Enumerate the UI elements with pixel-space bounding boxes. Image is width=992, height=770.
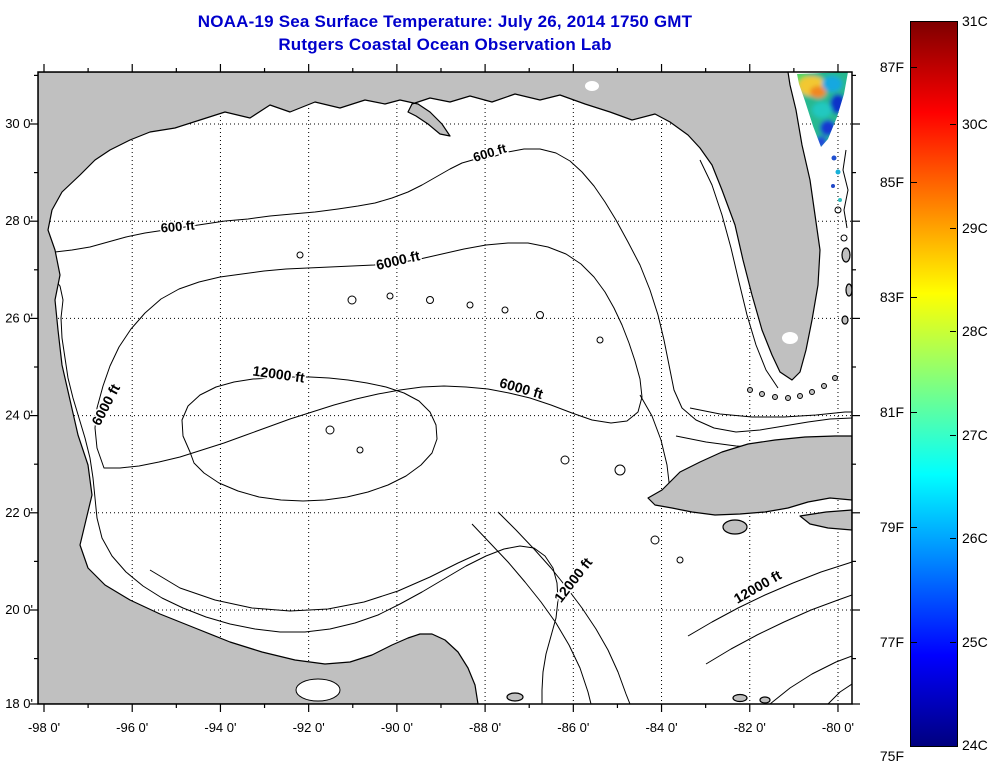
land-isle-of-youth (722, 519, 748, 535)
contour-12000ft-channel-b (471, 523, 592, 704)
land-cuba-southeast (799, 509, 852, 531)
x-tick-label: -94 0' (204, 720, 236, 735)
contour-campeche-inner (149, 552, 481, 612)
colorbar-celsius-label: 26C (962, 530, 988, 547)
colorbar-tick (911, 296, 917, 298)
contour-12000ft-south-cuba-a (687, 561, 852, 637)
colorbar-tick (911, 641, 917, 643)
contour-bottom-right-b (827, 683, 852, 704)
y-tick-label: 22 0' (5, 505, 33, 520)
colorbar-fahrenheit-label: 83F (879, 288, 904, 305)
contour-florida-shelf-inner (699, 159, 779, 389)
colorbar-tick (950, 641, 956, 643)
contour-600ft-north (38, 148, 852, 433)
contour-north-cuba (689, 407, 852, 418)
x-tick-label: -90 0' (381, 720, 413, 735)
colorbar-fahrenheit-label: 87F (879, 58, 904, 75)
y-tick-label: 26 0' (5, 310, 33, 325)
x-tick-label: -80 0' (822, 720, 854, 735)
colorbar-celsius-label: 28C (962, 323, 988, 340)
colorbar-tick (950, 331, 956, 333)
contour-bottom-right-a (769, 655, 852, 704)
colorbar-fahrenheit-label: 75F (879, 748, 904, 765)
contour-12000ft-loop (181, 376, 438, 502)
colorbar-celsius-label: 25C (962, 633, 988, 650)
colorbar-celsius-label: 24C (962, 737, 988, 753)
x-tick-label: -84 0' (645, 720, 677, 735)
lake-okeechobee (782, 332, 798, 344)
colorbar-celsius-label: 31C (962, 13, 988, 29)
colorbar-celsius-label: 27C (962, 426, 988, 443)
x-tick-label: -92 0' (293, 720, 325, 735)
florida-keys (747, 375, 838, 401)
colorbar-tick (950, 434, 956, 436)
x-tick-label: -98 0' (28, 720, 60, 735)
plot-border (37, 71, 853, 705)
y-tick-label: 30 0' (5, 116, 33, 131)
colorbar-celsius-label: 30C (962, 116, 988, 133)
colorbar-tick (911, 66, 917, 68)
contour-6000ft-loop (94, 242, 643, 469)
y-tick-label: 20 0' (5, 602, 33, 617)
contour-depth-label: 600 ft (160, 218, 196, 236)
y-tick-label: 24 0' (5, 408, 33, 423)
colorbar-tick (911, 526, 917, 528)
colorbar-fahrenheit-label: 79F (879, 518, 904, 535)
land-cuba (647, 435, 852, 516)
colorbar-tick (950, 124, 956, 126)
colorbar-tick (911, 411, 917, 413)
colorbar-fahrenheit-label: 77F (879, 633, 904, 650)
bay-notch-panhandle (585, 81, 599, 91)
colorbar-tick (950, 227, 956, 229)
land-north-america (38, 72, 821, 704)
colorbar-tick (911, 181, 917, 183)
sst-swath-specks (831, 155, 842, 202)
y-tick-label: 18 0' (5, 696, 33, 711)
x-tick-label: -96 0' (116, 720, 148, 735)
x-tick-label: -86 0' (557, 720, 589, 735)
x-tick-label: -88 0' (469, 720, 501, 735)
page-subtitle: Rutgers Coastal Ocean Observation Lab (278, 35, 612, 54)
contour-600ft-west (38, 271, 559, 704)
axis-tick-labels: -98 0' -96 0' -94 0' -92 0' -90 0' -88 0' -86 … (5, 116, 854, 735)
contour-right-edge-squiggle (842, 149, 849, 229)
laguna-de-terminos (295, 678, 341, 702)
island-bahamas-3 (841, 315, 849, 325)
axis-ticks (30, 64, 860, 712)
page-title: NOAA-19 Sea Surface Temperature: July 26… (197, 12, 693, 31)
contour-12000ft-channel-a (497, 511, 631, 704)
colorbar-fahrenheit-label: 85F (879, 173, 904, 190)
colorbar-fahrenheit-label: 81F (879, 403, 904, 420)
island-bahamas-1 (841, 247, 851, 263)
colorbar-celsius-label: 29C (962, 219, 988, 236)
island-bahamas-2 (845, 283, 852, 297)
temperature-colorbar (910, 21, 958, 747)
contour-12000ft-south-cuba-b (705, 594, 852, 665)
islet-caribbean-1 (506, 692, 524, 702)
islet-caribbean-2 (732, 693, 748, 703)
islet-caribbean-3 (759, 696, 771, 704)
x-tick-label: -82 0' (734, 720, 766, 735)
inland-waters (138, 81, 798, 702)
land-masses (38, 72, 852, 704)
y-tick-label: 28 0' (5, 213, 33, 228)
colorbar-tick (950, 538, 956, 540)
bay-notch-texas (138, 139, 162, 147)
